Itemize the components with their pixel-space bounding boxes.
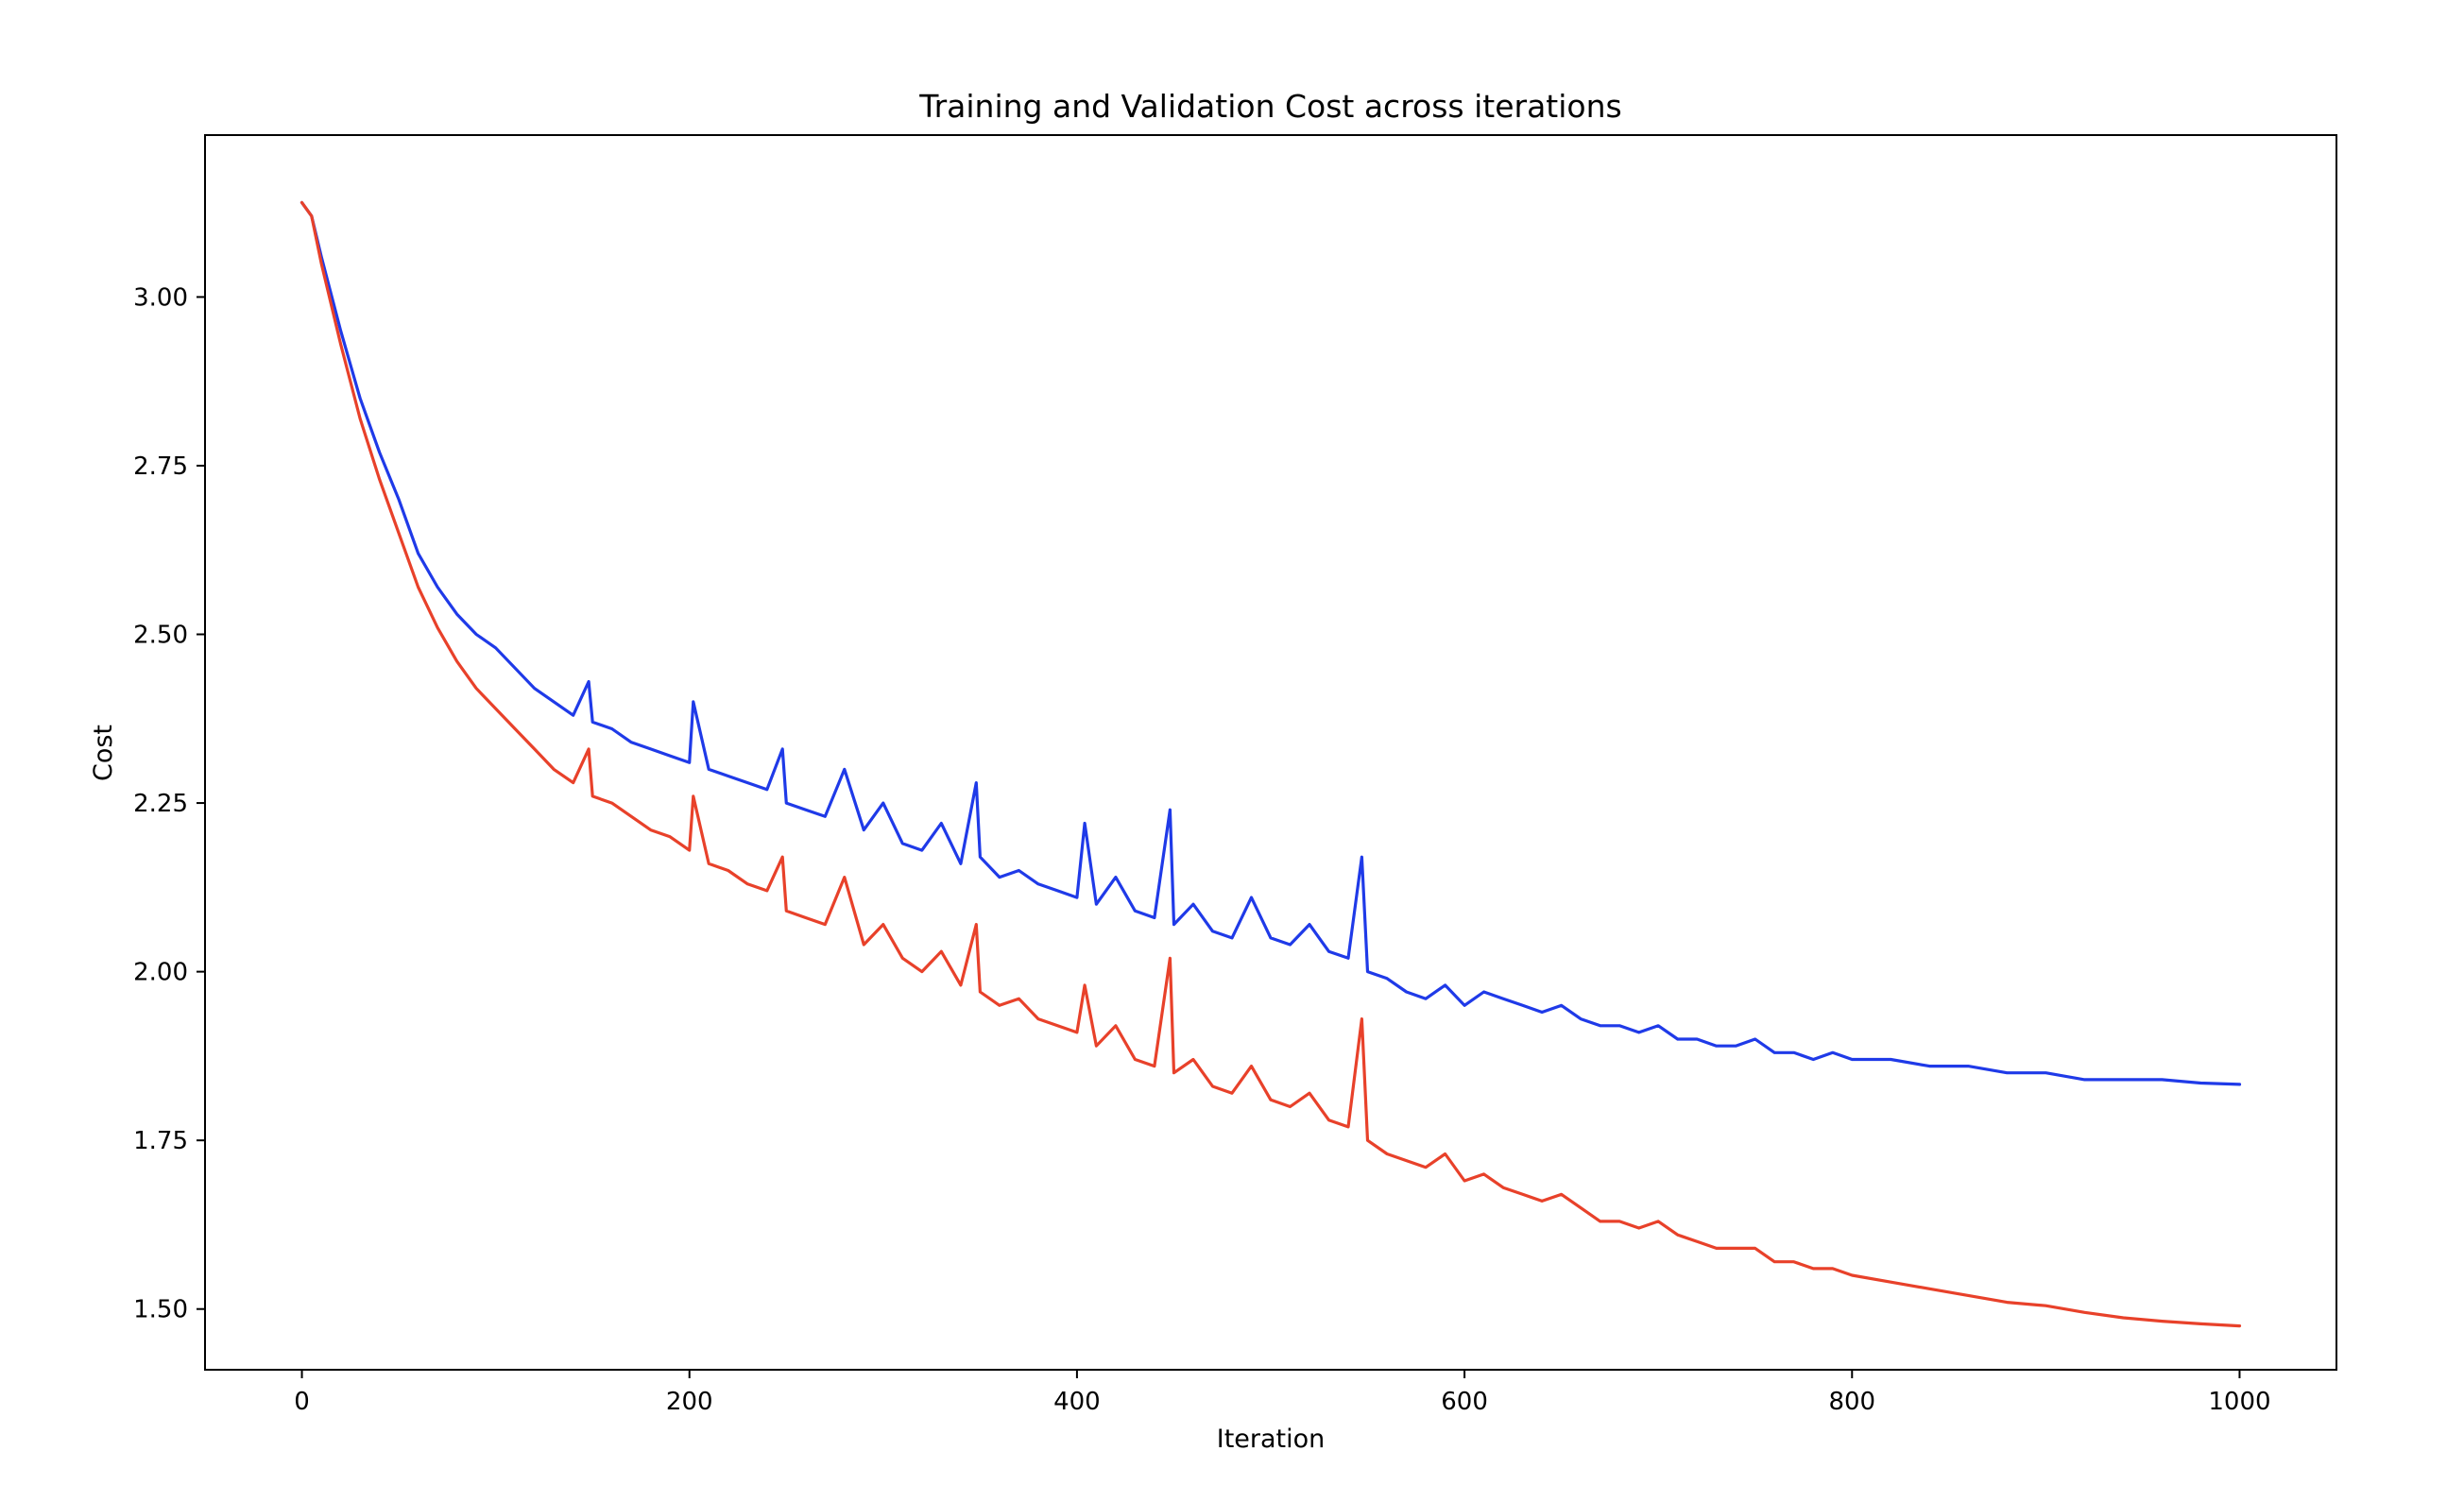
y-tick-label: 3.00 <box>133 283 188 312</box>
x-tick-label: 0 <box>294 1388 310 1416</box>
x-tick-label: 800 <box>1828 1388 1875 1416</box>
y-tick-label: 2.00 <box>133 959 188 987</box>
y-tick-label: 2.25 <box>133 790 188 818</box>
y-tick-label: 2.50 <box>133 622 188 650</box>
y-tick-label: 1.75 <box>133 1127 188 1155</box>
x-tick-label: 400 <box>1053 1388 1101 1416</box>
x-axis-label: Iteration <box>1217 1425 1326 1454</box>
x-tick-label: 600 <box>1441 1388 1488 1416</box>
y-axis-ticks: 1.50 1.75 2.00 2.25 2.50 2.75 3.00 <box>133 283 205 1324</box>
y-tick-label: 1.50 <box>133 1296 188 1324</box>
series-line-1 <box>299 200 2242 1086</box>
x-tick-label: 1000 <box>2208 1388 2270 1416</box>
y-axis-label: Cost <box>89 725 118 781</box>
plot-lines <box>299 200 2242 1328</box>
y-tick-label: 2.75 <box>133 452 188 481</box>
chart-title: Training and Validation Cost across iter… <box>918 88 1621 125</box>
series-line-2 <box>299 200 2242 1328</box>
x-axis-ticks: 0 200 400 600 800 1000 <box>294 1370 2271 1416</box>
plot-frame <box>204 134 2337 1371</box>
x-tick-label: 200 <box>666 1388 713 1416</box>
